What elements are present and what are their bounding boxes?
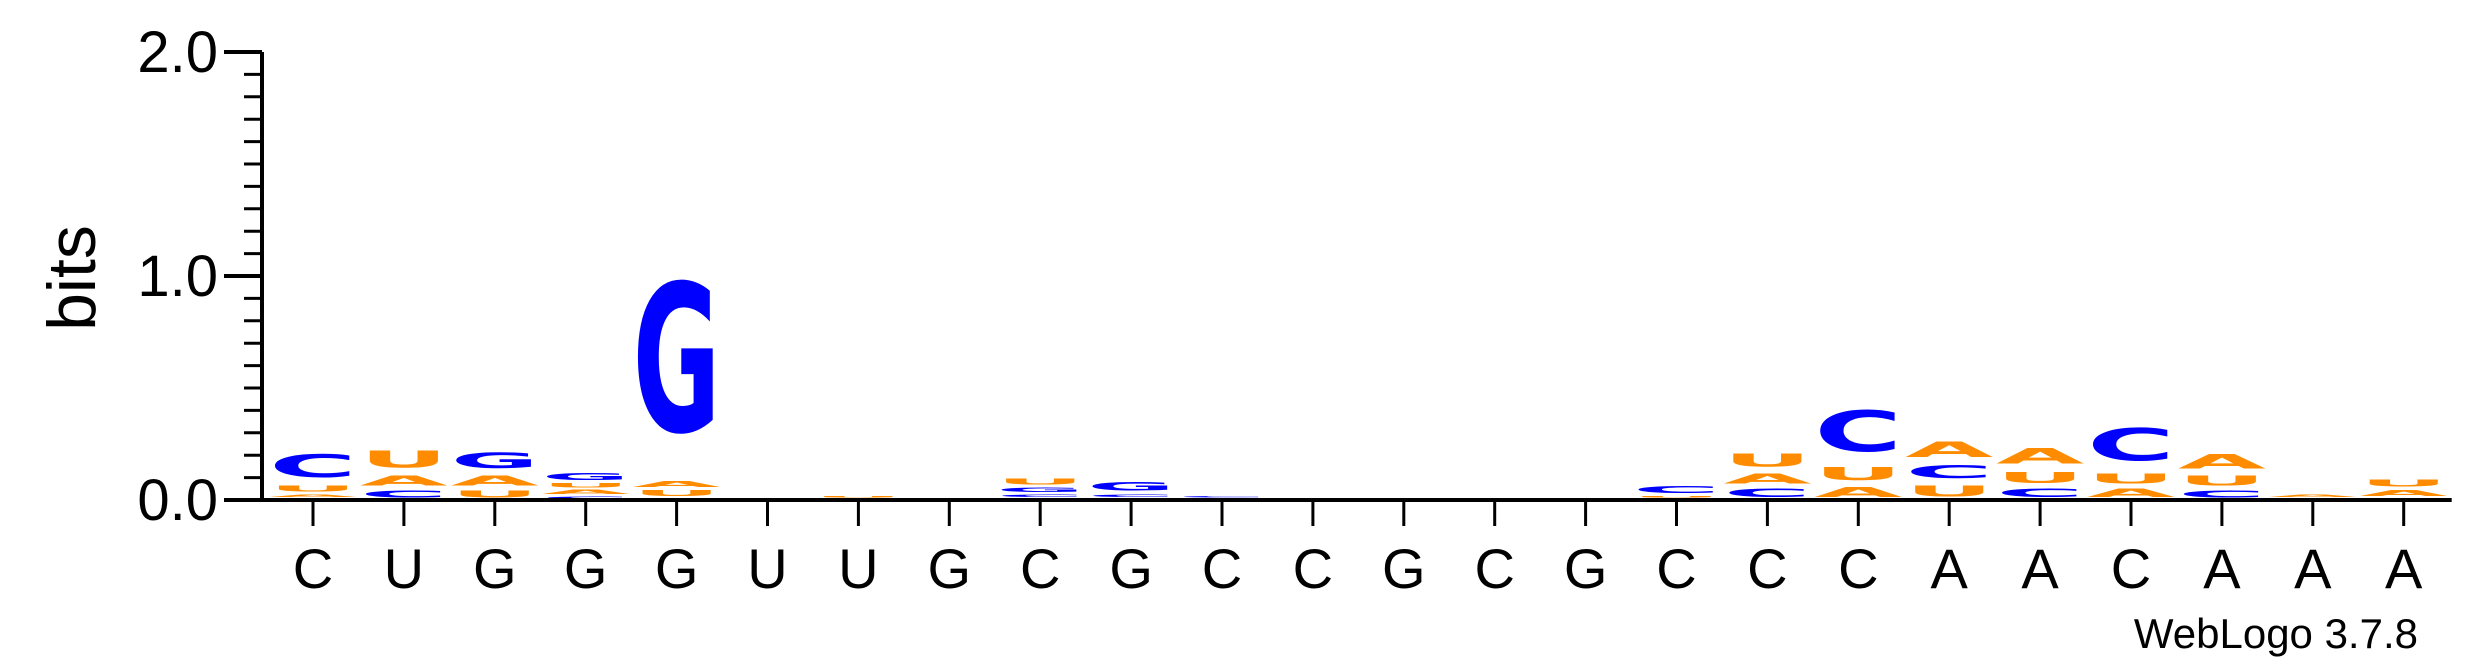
logo-letter-a: A <box>451 473 539 489</box>
logo-letter-a: A <box>1723 471 1811 487</box>
logo-letter-g: G <box>1087 480 1175 493</box>
logo-letter-a: A <box>1814 484 1902 500</box>
y-axis: 0.0 1.0 2.0 <box>137 20 264 533</box>
x-tick-label: C <box>1474 537 1514 600</box>
logo-letter-u: U <box>1723 451 1811 471</box>
x-tick-label: C <box>2111 537 2151 600</box>
logo-letter-c: C <box>269 448 357 484</box>
logo-letter-c: C <box>360 489 448 500</box>
x-tick-label: G <box>1109 537 1153 600</box>
logo-letter-c: C <box>1723 487 1811 500</box>
logo-letter-c: C <box>1996 487 2084 500</box>
weblogo-credit: WebLogo 3.7.8 <box>2134 610 2418 657</box>
logo-letter-c: C <box>2178 489 2266 500</box>
x-tick-label: A <box>1931 537 1969 600</box>
y-axis-label: bits <box>34 225 110 331</box>
logo-letter-c: C <box>1633 484 1721 495</box>
logo-letter-a: A <box>2360 489 2448 498</box>
logo-letter-c: C <box>1905 462 1993 482</box>
x-tick-label: U <box>838 537 878 600</box>
x-tick-label: G <box>1382 537 1426 600</box>
logo-letter-a: A <box>2087 487 2176 500</box>
y-tick-label: 0.0 <box>137 468 218 533</box>
logo-letter-u: U <box>2178 473 2266 489</box>
logo-letter-u: U <box>1633 496 1721 498</box>
x-tick-label: C <box>1747 537 1787 600</box>
logo-letter-a: A <box>269 493 357 497</box>
logo-letter-g: G <box>451 449 539 474</box>
x-tick-label: C <box>1838 537 1878 600</box>
x-tick-label: U <box>747 537 787 600</box>
x-tick-label: C <box>293 537 333 600</box>
x-tick-label: G <box>928 537 972 600</box>
logo-letter-c: C <box>1178 496 1266 498</box>
logo-letter-u: U <box>451 489 539 500</box>
logo-letter-g: G <box>996 487 1084 494</box>
x-tick-label: G <box>564 537 608 600</box>
letter-stacks: GAUCCAUUAGCAUGCUAGAUACGUACGACCAUCCAUAUCU… <box>269 243 2448 500</box>
x-tick-label: C <box>1020 537 1060 600</box>
logo-letter-u: U <box>269 484 357 493</box>
logo-letter-c: C <box>2087 420 2175 471</box>
logo-letter-c: C <box>996 493 1084 497</box>
x-tick-label: G <box>1564 537 1608 600</box>
logo-letter-a: A <box>360 473 448 489</box>
logo-letter-u: U <box>814 496 902 498</box>
logo-letter-a: A <box>1996 444 2084 469</box>
x-tick-label: C <box>1293 537 1333 600</box>
logo-letter-a: A <box>2269 493 2357 497</box>
logo-letter-u: U <box>2087 471 2175 487</box>
x-tick-label: C <box>1202 537 1242 600</box>
logo-letter-u: U <box>1996 469 2084 487</box>
logo-letter-c: C <box>1814 399 1902 464</box>
logo-letter-a: A <box>542 489 630 496</box>
logo-letter-c: C <box>1087 493 1175 497</box>
x-tick-label: G <box>655 537 699 600</box>
x-tick-label: A <box>2385 537 2423 600</box>
logo-letter-u: U <box>1814 464 1902 484</box>
x-tick-label: C <box>1656 537 1696 600</box>
logo-letter-u: U <box>360 446 448 473</box>
y-tick-label: 1.0 <box>137 244 218 309</box>
logo-letter-u: U <box>996 478 1084 487</box>
logo-letter-u: U <box>1905 482 1993 500</box>
logo-letter-u: U <box>2360 478 2448 489</box>
y-tick-label: 2.0 <box>137 20 218 85</box>
logo-letter-u: U <box>633 489 721 498</box>
logo-letter-a: A <box>2178 451 2266 473</box>
logo-letter-g: G <box>542 471 630 482</box>
x-tick-label: A <box>2294 537 2332 600</box>
logo-letter-c: C <box>542 496 630 500</box>
logo-letter-a: A <box>633 480 721 489</box>
logo-letter-u: U <box>542 482 630 489</box>
logo-letter-a: A <box>1905 437 1993 462</box>
logo-letter-g: G <box>633 243 721 480</box>
x-tick-label: A <box>2021 537 2059 600</box>
x-tick-label: A <box>2203 537 2241 600</box>
x-tick-label: G <box>473 537 517 600</box>
x-tick-label: U <box>384 537 424 600</box>
